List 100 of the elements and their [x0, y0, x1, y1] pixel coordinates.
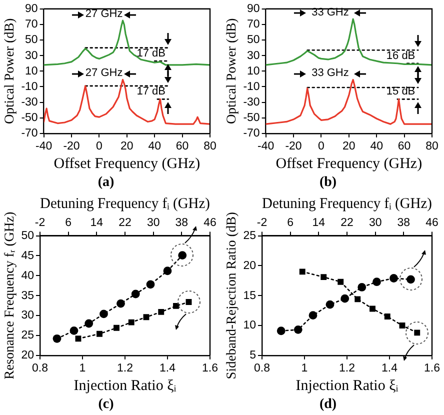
x2-tick-label: 30: [146, 217, 160, 230]
y-tick-label: 10: [243, 320, 256, 332]
x-axis-title: Offset Frequency (GHz): [276, 156, 422, 172]
point: [338, 278, 344, 285]
y-tick-label: -30: [243, 96, 260, 108]
point: [299, 268, 306, 275]
x2-tick-label: 38: [397, 217, 410, 230]
y-tick-label: 30: [247, 50, 260, 62]
x2-tick-label: -2: [256, 217, 268, 230]
y-tick-label: 30: [25, 50, 38, 62]
y-tick-label: 45: [21, 250, 34, 262]
point: [75, 336, 82, 342]
point: [390, 274, 398, 282]
text: (c): [98, 397, 114, 412]
x2-tick-label: 22: [118, 217, 132, 230]
y-tick-label: 25: [21, 330, 34, 342]
x2-tick-label: 22: [340, 217, 354, 230]
x-tick-label: -20: [285, 140, 302, 152]
x-axis-title: Injection Ratio ξᵢ: [296, 378, 399, 394]
point: [294, 325, 302, 334]
y-tick-label: 5: [250, 350, 256, 362]
x2-tick-label: 46: [426, 217, 438, 230]
x-tick-label: -40: [258, 140, 274, 152]
text: (b): [319, 175, 337, 190]
x-tick-label: 1: [79, 362, 86, 374]
point: [276, 326, 286, 336]
y-tick-label: -30: [21, 96, 38, 108]
annotation: 17 dB: [136, 48, 166, 60]
point: [354, 296, 361, 302]
point: [340, 294, 350, 303]
x-tick-label: 20: [120, 140, 134, 152]
x-tick-label: -40: [36, 140, 52, 152]
y-tick-label: 10: [247, 65, 260, 78]
y-tick-label: 10: [25, 65, 38, 78]
x-tick-label: 1: [301, 362, 308, 374]
x-tick-label: 60: [176, 140, 189, 152]
x-tick-label: 1.2: [116, 362, 133, 374]
point: [84, 319, 94, 328]
point: [158, 308, 164, 315]
y-axis-title: Optical Power (dB): [2, 18, 17, 124]
x-tick-label: 80: [204, 140, 216, 152]
y-tick-label: 15: [243, 290, 256, 302]
annotation: 33 GHz: [312, 67, 349, 80]
x-tick-label: 20: [342, 140, 356, 152]
text: (a): [98, 175, 114, 190]
text: (d): [319, 397, 337, 412]
x-tick-label: -20: [63, 140, 80, 152]
x-tick-label: 40: [370, 140, 384, 152]
point: [173, 302, 179, 309]
point: [100, 310, 108, 318]
annotation: 27 GHz: [85, 67, 123, 80]
y-tick-label: -50: [243, 112, 260, 124]
x2-tick-label: 30: [368, 217, 382, 230]
y-tick-label: 20: [21, 350, 34, 362]
x2-tick-label: 14: [312, 217, 326, 230]
y-tick-label: 50: [247, 34, 260, 46]
x2-tick-label: -2: [34, 217, 46, 230]
y-tick-label: -70: [21, 128, 38, 140]
x2-tick-label: 14: [90, 217, 104, 230]
point: [70, 326, 78, 335]
x2-tick-label: 38: [175, 217, 188, 230]
y-tick-label: 20: [243, 260, 256, 272]
x2-tick-label: 46: [204, 217, 216, 230]
point: [372, 278, 381, 286]
y-tick-label: -10: [243, 80, 260, 93]
point: [143, 314, 150, 320]
annotation: 27 GHz: [85, 8, 123, 20]
x-tick-label: 60: [398, 140, 411, 152]
annotation: 16 dB: [386, 50, 416, 62]
x-tick-label: 0.8: [32, 362, 48, 374]
point: [128, 319, 134, 326]
y-tick-label: 50: [21, 230, 34, 242]
point: [308, 311, 318, 320]
x-tick-label: 0: [96, 140, 102, 152]
point: [399, 322, 406, 328]
y-axis-title: Sideband-Rejection Ratio (dB): [224, 212, 239, 380]
x2-axis-title: Detuning Frequency fᵢ (GHz): [262, 196, 432, 212]
point: [96, 330, 102, 337]
annotation: 17 dB: [136, 86, 166, 98]
x-tick-label: 0.8: [254, 362, 270, 374]
point: [326, 300, 334, 309]
x-tick-label: 80: [426, 140, 438, 152]
point: [384, 314, 390, 320]
y-tick-label: 40: [21, 270, 34, 282]
y-tick-label: 25: [243, 230, 256, 242]
y-tick-label: -70: [243, 128, 260, 140]
y-tick-label: 35: [21, 290, 34, 302]
x-tick-label: 1.4: [160, 362, 176, 374]
x-tick-label: 1.6: [202, 362, 218, 374]
x-tick-label: 0: [318, 140, 324, 152]
point: [163, 266, 172, 276]
x2-tick-label: 6: [287, 217, 294, 230]
x-tick-label: 1.2: [338, 362, 355, 374]
point: [146, 280, 155, 289]
x-tick-label: 1.6: [424, 362, 440, 374]
x-tick-label: 1.4: [382, 362, 398, 374]
x2-tick-label: 6: [65, 217, 72, 230]
point: [358, 283, 366, 292]
x-axis-title: Offset Frequency (GHz): [54, 156, 200, 172]
x-axis-title: Injection Ratio ξᵢ: [74, 378, 177, 394]
